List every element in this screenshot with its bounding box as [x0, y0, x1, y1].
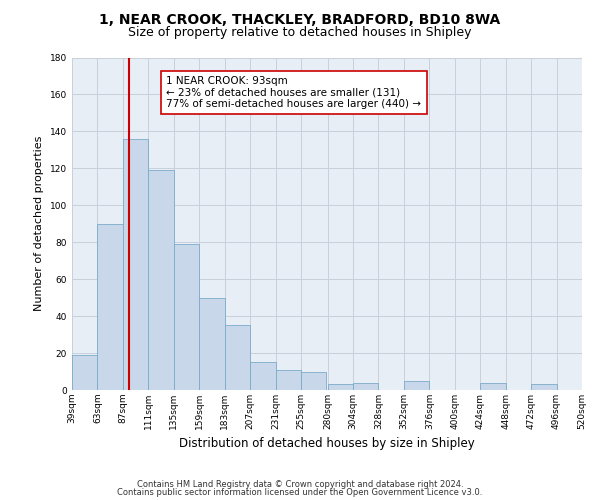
X-axis label: Distribution of detached houses by size in Shipley: Distribution of detached houses by size …	[179, 438, 475, 450]
Bar	[531, 384, 557, 390]
Bar	[224, 326, 250, 390]
Bar	[480, 382, 506, 390]
Text: 1 NEAR CROOK: 93sqm
← 23% of detached houses are smaller (131)
77% of semi-detac: 1 NEAR CROOK: 93sqm ← 23% of detached ho…	[166, 76, 421, 109]
Bar	[72, 355, 97, 390]
Bar	[148, 170, 174, 390]
Bar	[174, 244, 199, 390]
Bar	[123, 139, 148, 390]
Y-axis label: Number of detached properties: Number of detached properties	[34, 136, 44, 312]
Bar	[250, 362, 275, 390]
Bar	[97, 224, 123, 390]
Bar	[353, 382, 379, 390]
Bar	[199, 298, 224, 390]
Bar	[404, 381, 430, 390]
Bar	[301, 372, 326, 390]
Bar	[275, 370, 301, 390]
Text: Contains public sector information licensed under the Open Government Licence v3: Contains public sector information licen…	[118, 488, 482, 497]
Bar	[328, 384, 353, 390]
Text: Size of property relative to detached houses in Shipley: Size of property relative to detached ho…	[128, 26, 472, 39]
Text: Contains HM Land Registry data © Crown copyright and database right 2024.: Contains HM Land Registry data © Crown c…	[137, 480, 463, 489]
Text: 1, NEAR CROOK, THACKLEY, BRADFORD, BD10 8WA: 1, NEAR CROOK, THACKLEY, BRADFORD, BD10 …	[100, 12, 500, 26]
